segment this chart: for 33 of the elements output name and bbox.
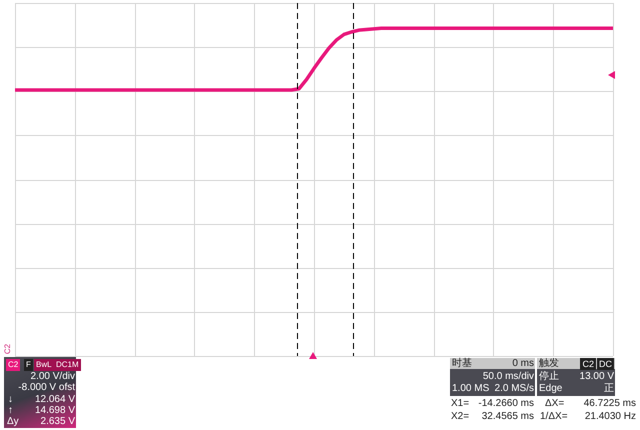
text: 1/ΔX= <box>540 411 568 423</box>
text: 1.00 MS <box>452 383 490 395</box>
text: 2.635 V <box>40 416 75 428</box>
text: 32.4565 ms <box>482 411 534 423</box>
text: ΔX= <box>545 398 564 410</box>
text: X1= <box>451 398 470 410</box>
text: 时基 <box>452 358 472 370</box>
text: -8.000 V ofst <box>18 382 75 394</box>
text: 正 <box>604 383 614 395</box>
text: 46.7225 ms <box>584 398 636 410</box>
text: F <box>24 359 33 371</box>
text: 停止 <box>539 371 559 383</box>
text: 12.064 V <box>34 394 75 406</box>
text: BwL <box>34 359 54 371</box>
text: 21.4030 Hz <box>584 411 636 423</box>
text: C2 <box>2 344 14 354</box>
text: Δy <box>7 416 19 428</box>
text: C2 <box>580 358 596 370</box>
text: 50.0 ms/div <box>482 371 534 383</box>
text: 0 ms <box>512 358 534 370</box>
text: C2 <box>6 359 20 371</box>
text: 2.0 MS/s <box>494 383 534 395</box>
text: DC1M <box>54 359 81 371</box>
text: ↑ <box>8 405 13 417</box>
text: 触发 <box>539 358 559 370</box>
text: ↓ <box>8 394 13 406</box>
text: 2.00 V/div <box>30 371 75 382</box>
text: -14.2660 ms <box>478 398 534 410</box>
text: DC <box>597 358 614 370</box>
text: 14.698 V <box>34 405 75 417</box>
text: X2= <box>451 411 470 423</box>
text: Edge <box>539 383 562 395</box>
text: 13.00 V <box>580 371 614 383</box>
